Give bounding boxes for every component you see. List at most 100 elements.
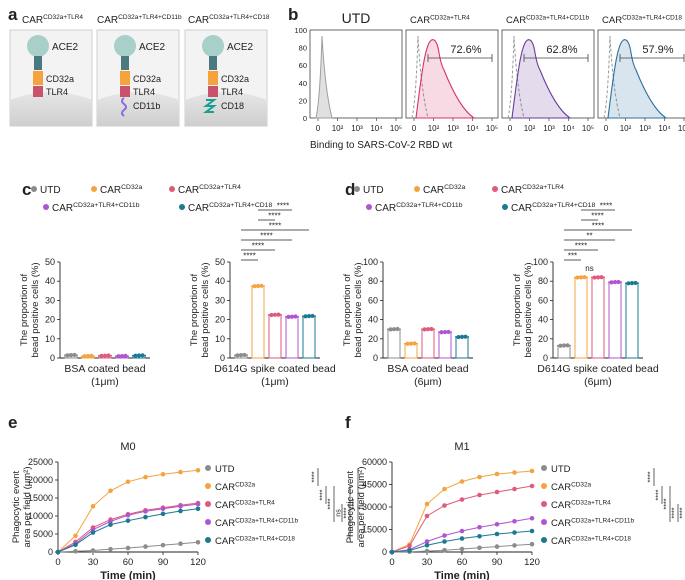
histogram-4-x-tick: 10³: [639, 124, 651, 133]
plot-1-dot-0: [395, 326, 400, 332]
plot-1-y-tick: 20: [368, 334, 378, 344]
line-chart-y-tick: 0: [382, 547, 387, 557]
series-point-0: [108, 546, 113, 552]
plot-1-dot-4: [463, 334, 468, 339]
series-point-3: [108, 519, 113, 524]
plot-2-x-label-line2: (6μm): [584, 376, 612, 388]
plot-2-bar-4: [302, 315, 316, 359]
series-point-0: [424, 548, 430, 554]
legend-marker-3: [43, 204, 49, 210]
plot-2-x-label-line1: D614G spike coated bead: [537, 363, 659, 375]
line-chart-y-tick: 20000: [28, 475, 53, 485]
line-legend-label-2: CARCD32a+TLR4: [215, 499, 275, 511]
plot-1-dot-2: [102, 353, 108, 358]
plot-2-dot-0: [242, 352, 247, 358]
series-point-4: [389, 549, 395, 555]
line-legend-label-4: CARCD32a+TLR4+CD18: [551, 535, 631, 547]
plot-2-dot-3: [612, 280, 618, 285]
line-chart-y-label: Phagocytic eventarea per field (μm²): [11, 467, 33, 548]
series-point-3: [195, 501, 201, 507]
plot-1-dot-4: [459, 334, 465, 339]
histogram-1-title: UTD: [342, 10, 371, 26]
line-legend-marker-1: [541, 483, 547, 489]
histogram-1-utd-curve: [315, 35, 333, 119]
plot-2-bar-1: [574, 276, 588, 359]
legend-marker-4: [179, 204, 185, 210]
plot-2-dot-1: [575, 275, 580, 280]
panel-d-bead-6um: UTD CARCD32a CARCD32a+TLR4 CARCD32a+TLR4+CD…: [342, 184, 659, 388]
plot-1-y-label: The proportion ofbead positive cells (%): [342, 262, 364, 357]
plot-2-sig-label: ****: [575, 242, 587, 251]
histogram-3-positive-curve: [511, 39, 572, 119]
legend-label-3: CARCD32a+TLR4+CD11b: [52, 202, 140, 214]
series-point-1: [125, 479, 131, 485]
construct-1-stalk: [34, 56, 42, 70]
series-point-1: [459, 479, 465, 484]
plot-1-dot-0: [391, 327, 397, 332]
series-point-4: [108, 522, 113, 527]
plot-2-sig-label: ****: [268, 212, 280, 221]
histogram-y-tick: 100: [294, 26, 307, 35]
series-point-1: [529, 468, 535, 474]
plot-1-y-tick: 0: [373, 353, 378, 363]
histogram-x-label: Binding to SARS-CoV-2 RBD wt: [310, 140, 453, 151]
line-legend-marker-2: [205, 501, 211, 507]
line-legend-label-1: CARCD32a: [551, 481, 592, 493]
construct-3: CARCD32a+TLR4+CD18 ACE2 CD32a TLR4 CD18: [184, 14, 270, 127]
line-chart-y-label: Phagocytic eventarea per field (μm²): [345, 467, 367, 548]
plot-1-x-label-line2: (6μm): [414, 376, 442, 388]
construct-3-tlr4: [208, 86, 218, 97]
series-point-0: [90, 548, 96, 553]
plot-2-sig-label: **: [586, 232, 592, 241]
line-chart-y-tick: 0: [48, 547, 53, 557]
construct-2-tlr4: [120, 86, 130, 97]
plot-2-sig-label: ****: [252, 242, 264, 251]
plot-2-y-tick: 60: [538, 295, 548, 305]
series-point-0: [160, 542, 166, 548]
series-point-4: [442, 539, 447, 544]
plot-1-y-tick: 80: [368, 276, 378, 286]
construct-2-membrane: [97, 92, 179, 126]
plot-1-dot-3: [446, 329, 451, 334]
series-point-0: [178, 541, 183, 547]
series-point-2: [459, 497, 465, 502]
construct-3-membrane: [185, 92, 267, 126]
series-point-1: [73, 533, 78, 539]
plot-1-y-tick: 0: [50, 353, 55, 363]
line-chart-y-tick: 60000: [362, 457, 387, 467]
construct-2-label-ace2: ACE2: [139, 42, 166, 53]
series-point-4: [407, 548, 412, 553]
plot-2-bar-3: [608, 281, 622, 359]
plot-2-y-tick: 50: [215, 257, 225, 267]
series-point-1: [442, 486, 447, 492]
panel-label-e: e: [8, 413, 17, 432]
plot-2-dot-1: [255, 283, 261, 289]
plot-2-sig-label: ***: [568, 252, 577, 261]
series-point-3: [160, 506, 166, 512]
construct-3-label-cd32a: CD32a: [221, 74, 249, 84]
legend-label-2: CARCD32a+TLR4: [178, 184, 241, 196]
construct-1-membrane: [10, 92, 92, 126]
plot-1-dot-1: [405, 341, 410, 346]
plot-1-bar-0: [387, 328, 401, 359]
series-point-1: [494, 471, 500, 477]
plot-1-y-tick: 40: [368, 315, 378, 325]
construct-2-cd32a: [120, 71, 130, 85]
plot-2-x-label-line2: (1μm): [261, 376, 289, 388]
legend-label-2: CARCD32a+TLR4: [501, 184, 564, 196]
histogram-2-title: CARCD32a+TLR4: [410, 14, 470, 26]
histogram-2-positive-curve: [415, 39, 476, 119]
plot-1-dot-2: [425, 327, 431, 332]
construct-2-stalk: [121, 56, 129, 70]
construct-1: CARCD32a+TLR4 ACE2 CD32a TLR4: [9, 14, 93, 127]
series-point-2: [512, 486, 517, 492]
plot-2-dot-4: [306, 314, 312, 319]
series-point-4: [512, 530, 517, 535]
line-legend-label-4: CARCD32a+TLR4+CD18: [215, 535, 295, 547]
legend-label-1: CARCD32a: [100, 184, 143, 196]
construct-3-title: CARCD32a+TLR4+CD18: [188, 14, 270, 26]
plot-2-dot-4: [303, 314, 308, 319]
series-point-1: [424, 501, 430, 507]
plot-1-dot-2: [106, 353, 111, 358]
